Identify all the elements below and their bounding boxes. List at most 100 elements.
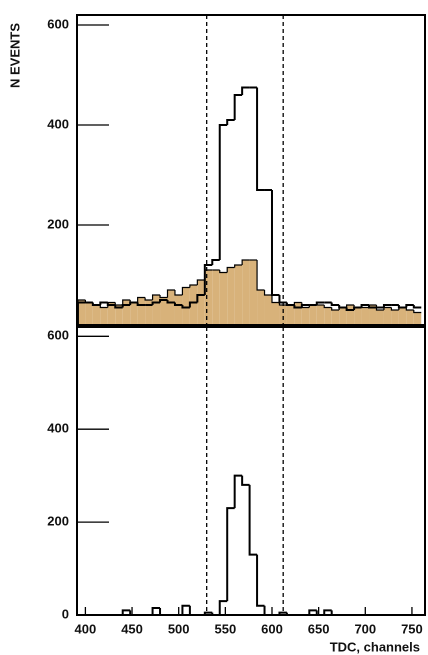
- y-tick-label: 400: [47, 116, 69, 131]
- histogram-bar: [361, 307, 370, 325]
- y-tick-label: 400: [47, 421, 69, 436]
- histogram-step: [397, 305, 407, 309]
- histogram-step: [196, 294, 205, 303]
- histogram-bar: [107, 302, 116, 325]
- histogram-bar: [376, 310, 384, 325]
- histogram-bar: [383, 307, 392, 325]
- histogram-step: [166, 289, 175, 298]
- histogram-step: [368, 305, 377, 309]
- histogram-step: [271, 295, 280, 304]
- histogram-step: [159, 295, 168, 299]
- y-tick-label: 0: [62, 606, 69, 621]
- histogram-step: [331, 307, 340, 311]
- x-tick-label: 750: [401, 621, 423, 636]
- x-tick-label: 600: [261, 621, 283, 636]
- histogram-step: [256, 87, 265, 191]
- histogram-step: [241, 475, 250, 486]
- x-tick-label: 500: [168, 621, 190, 636]
- histogram-bar: [189, 285, 198, 325]
- histogram-bar: [167, 290, 175, 325]
- histogram-step: [137, 296, 146, 303]
- histogram-step: [226, 266, 235, 273]
- histogram-step: [233, 94, 243, 120]
- histogram-step: [241, 259, 250, 265]
- y-tick-label: 200: [47, 514, 69, 529]
- histogram-bar: [92, 305, 101, 325]
- histogram-bar: [152, 295, 161, 325]
- histogram-step: [218, 124, 228, 260]
- histogram-step: [226, 507, 235, 602]
- histogram-step: [323, 305, 332, 309]
- histogram-bar: [354, 307, 362, 325]
- histogram-step: [173, 302, 183, 306]
- histogram-bar: [286, 305, 295, 325]
- histogram-step: [270, 190, 280, 296]
- histogram-step: [188, 301, 198, 308]
- histogram-step: [241, 86, 250, 95]
- x-tick-label: 650: [308, 621, 330, 636]
- histogram-bar: [160, 297, 168, 325]
- histogram-bar: [204, 270, 213, 325]
- histogram-step: [293, 305, 302, 309]
- histogram-step: [263, 290, 272, 296]
- histogram-step: [285, 302, 295, 306]
- histogram-bar: [145, 300, 153, 325]
- histogram-bar: [398, 307, 407, 325]
- histogram-bar: [77, 300, 86, 325]
- histogram-bar: [279, 305, 287, 325]
- histogram-step: [121, 609, 131, 615]
- histogram-step: [345, 307, 355, 311]
- histogram-bar: [301, 307, 310, 325]
- histogram-step: [330, 302, 340, 306]
- histogram-bar: [242, 260, 250, 325]
- histogram-step: [338, 305, 347, 309]
- histogram-step: [166, 300, 175, 304]
- histogram-bar: [234, 265, 243, 325]
- y-tick-label: 200: [47, 216, 69, 231]
- histogram-bar: [257, 290, 265, 325]
- histogram-step: [99, 305, 108, 309]
- y-tick-label: 600: [47, 328, 69, 343]
- histogram-step: [234, 264, 243, 268]
- histogram-step: [91, 302, 101, 306]
- histogram-bar: [130, 302, 138, 325]
- histogram-bar: [174, 295, 183, 325]
- histogram-step: [121, 304, 131, 308]
- histogram-step: [405, 304, 414, 308]
- histogram-bar: [182, 287, 190, 325]
- histogram-step: [353, 306, 362, 310]
- histogram-bar: [137, 297, 146, 325]
- histogram-step: [412, 305, 422, 309]
- histogram-step: [390, 307, 399, 311]
- histogram-step: [315, 301, 325, 305]
- histogram-step: [144, 297, 153, 301]
- histogram-step: [233, 474, 243, 509]
- histogram-bar: [339, 307, 347, 325]
- histogram-step: [114, 302, 123, 306]
- histogram-step: [189, 284, 198, 288]
- histogram-bar: [294, 302, 302, 325]
- histogram-bar: [100, 307, 108, 325]
- histogram-bar: [85, 302, 93, 325]
- histogram-step: [256, 260, 265, 291]
- x-tick-label: 550: [214, 621, 236, 636]
- histogram-step: [99, 301, 108, 305]
- histogram-step: [413, 310, 422, 314]
- histogram-bar: [227, 267, 235, 325]
- histogram-bar: [316, 305, 325, 325]
- histogram-step: [219, 270, 228, 274]
- plot-frame: [76, 326, 426, 616]
- histogram-step: [300, 304, 310, 308]
- x-tick-label: 450: [121, 621, 143, 636]
- histogram-bar: [212, 270, 220, 325]
- histogram-step: [203, 264, 213, 295]
- plot-frame: [76, 14, 426, 326]
- histogram-step: [151, 294, 161, 300]
- histogram-step: [323, 609, 332, 615]
- histogram-step: [405, 307, 414, 311]
- histogram-bar: [309, 305, 317, 325]
- histogram-step: [159, 299, 168, 303]
- histogram-step: [278, 295, 287, 304]
- histogram-step: [360, 304, 370, 308]
- x-tick-label: 400: [75, 621, 97, 636]
